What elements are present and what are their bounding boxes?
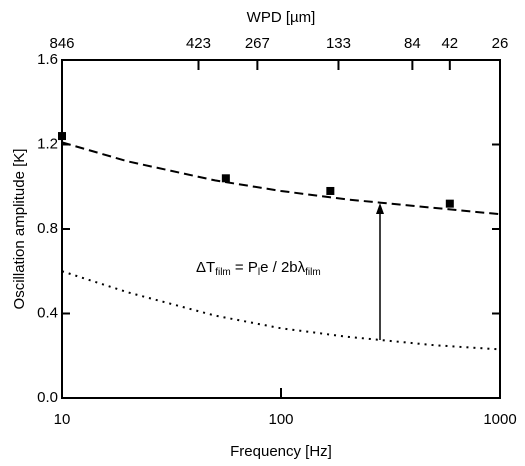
x2-tick-label: 423 [186,35,211,52]
x2-tick-label: 42 [441,35,458,52]
annotation: ΔTfilm = Ple / 2bλfilm [196,259,321,278]
x2-tick-label: 267 [245,35,270,52]
annotation-part: ΔT [196,259,215,276]
line-series [61,270,501,351]
line-series [61,141,501,216]
annotation-part: e / 2bλ [260,259,306,276]
x2-tick-label: 26 [492,35,509,52]
annotation-part: l [258,267,260,278]
y-axis-title: Oscillation amplitude [K] [11,149,28,310]
plot-frame [61,59,501,399]
x-axis-title: Frequency [Hz] [230,443,332,460]
x2-tick-label: 846 [49,35,74,52]
y-tick-label: 1.6 [37,51,58,68]
x-tick-label: 10 [54,411,71,428]
data-point [221,174,230,183]
x-tick-label: 1000 [483,411,516,428]
annotation-part: film [305,267,321,278]
y-tick-label: 1.2 [37,135,58,152]
data-point [326,186,335,195]
x2-tick-label: 133 [326,35,351,52]
data-point [445,199,454,208]
x-tick-label: 100 [268,411,293,428]
annotation-part: film [215,267,231,278]
y-tick-label: 0.0 [37,389,58,406]
x2-axis-title: WPD [µm] [247,9,316,26]
x2-tick-label: 84 [404,35,421,52]
arrow-head [376,203,384,214]
annotation-part: = P [231,259,258,276]
data-point [58,132,66,141]
y-tick-label: 0.8 [37,220,58,237]
y-tick-label: 0.4 [37,304,58,321]
